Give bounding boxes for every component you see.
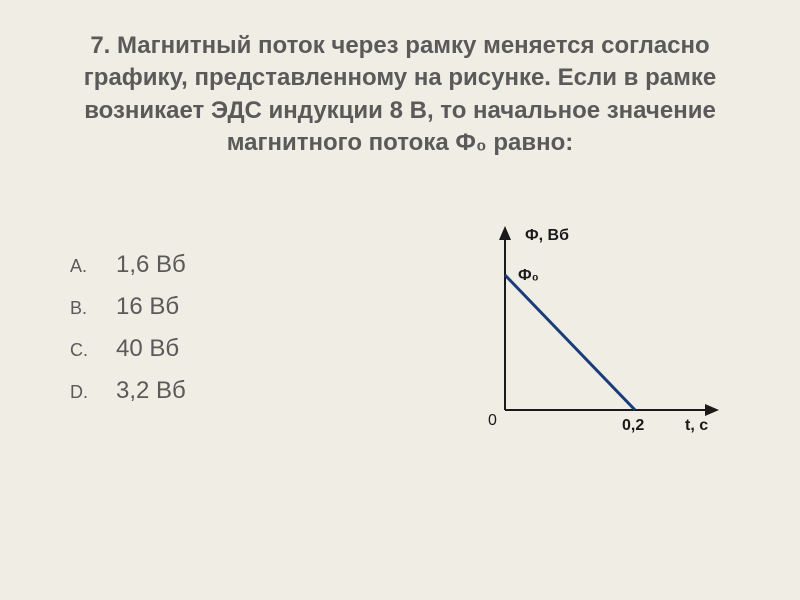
option-letter: D. <box>70 382 92 403</box>
data-line <box>505 275 635 410</box>
x-axis-label: t, с <box>685 417 708 434</box>
option-letter: A. <box>70 256 92 277</box>
x-tick-label: 0,2 <box>622 417 644 434</box>
slide: 7. Магнитный поток через рамку меняется … <box>0 0 800 600</box>
option-a: A. 1,6 Вб <box>70 251 186 279</box>
y-intercept-label: Ф₀ <box>518 267 539 284</box>
y-axis-arrow <box>499 226 511 240</box>
option-c: C. 40 Вб <box>70 335 186 363</box>
option-letter: C. <box>70 340 92 361</box>
question-title: 7. Магнитный поток через рамку меняется … <box>40 30 760 160</box>
chart-svg: Ф, Вб Ф₀ 0 0,2 t, с <box>450 220 730 450</box>
chart: Ф, Вб Ф₀ 0 0,2 t, с <box>450 220 730 450</box>
content-area: A. 1,6 Вб B. 16 Вб C. 40 Вб D. 3,2 Вб <box>40 220 760 450</box>
y-axis-label: Ф, Вб <box>525 227 569 244</box>
origin-label: 0 <box>488 412 497 429</box>
option-value: 40 Вб <box>116 335 179 363</box>
option-value: 16 Вб <box>116 293 179 321</box>
option-value: 3,2 Вб <box>116 377 186 405</box>
x-axis-arrow <box>705 404 719 416</box>
option-b: B. 16 Вб <box>70 293 186 321</box>
answer-options: A. 1,6 Вб B. 16 Вб C. 40 Вб D. 3,2 Вб <box>70 251 186 419</box>
option-value: 1,6 Вб <box>116 251 186 279</box>
option-d: D. 3,2 Вб <box>70 377 186 405</box>
option-letter: B. <box>70 298 92 319</box>
